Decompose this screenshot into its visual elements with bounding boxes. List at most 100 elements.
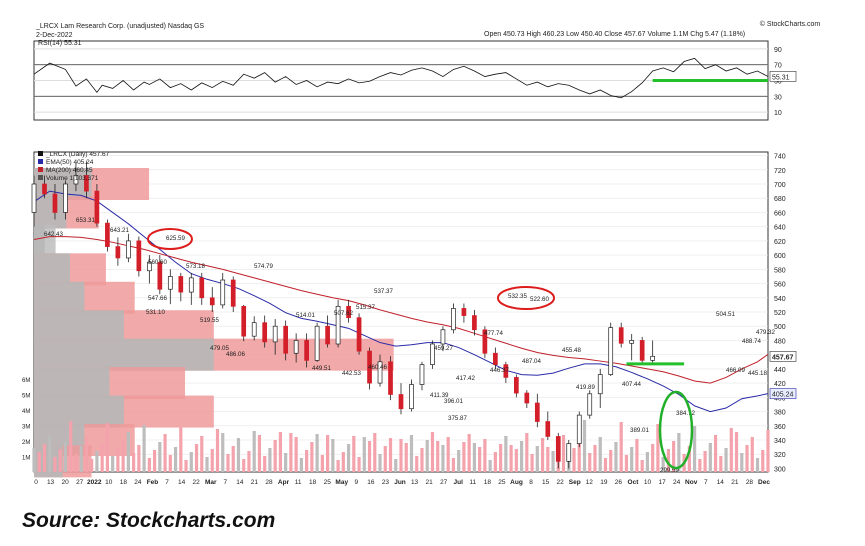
volume-bar bbox=[320, 455, 324, 472]
candle-body bbox=[157, 261, 163, 290]
candle-body bbox=[272, 325, 278, 343]
x-axis-label: Feb bbox=[147, 479, 159, 486]
x-axis-label: 17 bbox=[658, 479, 666, 486]
candle-body bbox=[608, 327, 614, 375]
x-axis-label: 27 bbox=[440, 479, 448, 486]
candle-body bbox=[293, 340, 299, 354]
volume-bar bbox=[404, 443, 408, 472]
volume-bar bbox=[698, 459, 702, 472]
volume-bar bbox=[69, 421, 73, 472]
x-axis-label: 7 bbox=[704, 479, 708, 486]
x-axis-label: 10 bbox=[644, 479, 652, 486]
volume-bar bbox=[745, 445, 749, 472]
rsi-tick-label: 30 bbox=[774, 94, 782, 101]
volume-bar bbox=[504, 436, 508, 472]
volume-bar bbox=[724, 448, 728, 472]
price-annotation: 531.10 bbox=[146, 309, 165, 316]
candle-body bbox=[398, 394, 404, 410]
price-annotation: 504.51 bbox=[716, 311, 735, 318]
price-tick-label: 420 bbox=[774, 381, 786, 388]
x-axis-label: Aug bbox=[510, 479, 523, 486]
x-axis-label: May bbox=[335, 479, 348, 486]
x-axis-label: 14 bbox=[178, 479, 186, 486]
volume-bar bbox=[367, 441, 372, 472]
volume-bar bbox=[90, 459, 94, 472]
x-axis-label: 28 bbox=[746, 479, 754, 486]
volume-tick-label: 1M bbox=[22, 456, 30, 462]
price-tick-label: 660 bbox=[774, 210, 786, 217]
price-tick-label: 620 bbox=[774, 239, 786, 246]
price-tick-label: 520 bbox=[774, 310, 786, 317]
price-tick-label: 740 bbox=[774, 154, 786, 161]
volume-bar bbox=[661, 457, 665, 472]
volume-by-price-bar-gray bbox=[34, 281, 85, 314]
volume-bar bbox=[561, 435, 566, 472]
volume-bar bbox=[137, 445, 141, 472]
price-annotation: 417.42 bbox=[456, 375, 475, 382]
volume-bar bbox=[693, 426, 697, 472]
candle-body bbox=[545, 421, 551, 437]
volume-bar bbox=[200, 436, 204, 472]
volume-by-price-bar-gray bbox=[34, 310, 124, 343]
price-annotation: 515.37 bbox=[356, 304, 375, 311]
volume-bar bbox=[58, 449, 62, 472]
volume-bar bbox=[152, 450, 157, 472]
candle-body bbox=[346, 305, 351, 319]
price-tick-label: 680 bbox=[774, 196, 786, 203]
volume-bar bbox=[519, 441, 524, 472]
candle-body bbox=[629, 340, 635, 344]
volume-bar bbox=[210, 449, 214, 472]
volume-bar bbox=[740, 453, 744, 472]
price-tag: 457.67 bbox=[772, 354, 794, 361]
volume-bar bbox=[289, 433, 293, 472]
price-tick-label: 560 bbox=[774, 282, 786, 289]
volume-bar bbox=[305, 450, 309, 472]
volume-bar bbox=[48, 436, 52, 472]
volume-bar bbox=[677, 433, 681, 472]
rsi-tick-label: 90 bbox=[774, 47, 782, 54]
volume-bar bbox=[388, 438, 393, 472]
chart-svg: _LRCX Lam Research Corp. (unadjusted) Na… bbox=[22, 20, 820, 486]
price-annotation: 446.37 bbox=[490, 367, 509, 374]
chart-ohlc: Open 450.73 High 460.23 Low 450.40 Close… bbox=[484, 31, 745, 38]
x-axis-label: 24 bbox=[134, 479, 142, 486]
volume-bar bbox=[294, 437, 298, 472]
volume-bar bbox=[493, 452, 497, 472]
volume-tick-label: 4M bbox=[22, 409, 30, 415]
chart-symbol-line: _LRCX Lam Research Corp. (unadjusted) Na… bbox=[35, 23, 204, 30]
candle-body bbox=[503, 364, 509, 378]
x-axis-label: 26 bbox=[615, 479, 623, 486]
x-axis-label: 12 bbox=[586, 479, 594, 486]
volume-bar bbox=[378, 454, 382, 472]
volume-bar bbox=[299, 458, 303, 472]
price-annotation: 419.89 bbox=[576, 384, 595, 391]
volume-bar bbox=[729, 428, 733, 472]
volume-bar bbox=[341, 452, 345, 472]
volume-bar bbox=[415, 456, 419, 472]
volume-tick-label: 2M bbox=[22, 440, 30, 446]
x-axis-label: 24 bbox=[673, 479, 681, 486]
volume-bar bbox=[331, 439, 335, 472]
volume-by-price-bar-gray bbox=[34, 196, 67, 229]
price-annotation: 487.04 bbox=[522, 358, 541, 365]
volume-bar bbox=[572, 448, 576, 472]
candle-body bbox=[639, 340, 645, 361]
source-caption: Source: Stockcharts.com bbox=[22, 509, 276, 532]
volume-bar bbox=[53, 457, 57, 472]
price-annotation: 442.53 bbox=[342, 370, 361, 377]
price-tag-box bbox=[769, 351, 797, 362]
price-tick-label: 720 bbox=[774, 168, 786, 175]
volume-bar bbox=[672, 441, 676, 472]
price-annotation: 459.27 bbox=[434, 345, 453, 352]
x-axis-label: 20 bbox=[62, 479, 70, 486]
x-axis-label: 21 bbox=[426, 479, 434, 486]
volume-bar bbox=[42, 444, 47, 472]
candle-body bbox=[73, 175, 79, 185]
x-axis-label: 18 bbox=[309, 479, 317, 486]
legend-swatch bbox=[38, 175, 43, 180]
volume-bar bbox=[551, 451, 555, 472]
volume-bar bbox=[472, 443, 476, 472]
volume-bar bbox=[231, 446, 235, 472]
x-axis-label: 21 bbox=[251, 479, 259, 486]
volume-bar bbox=[462, 442, 466, 472]
